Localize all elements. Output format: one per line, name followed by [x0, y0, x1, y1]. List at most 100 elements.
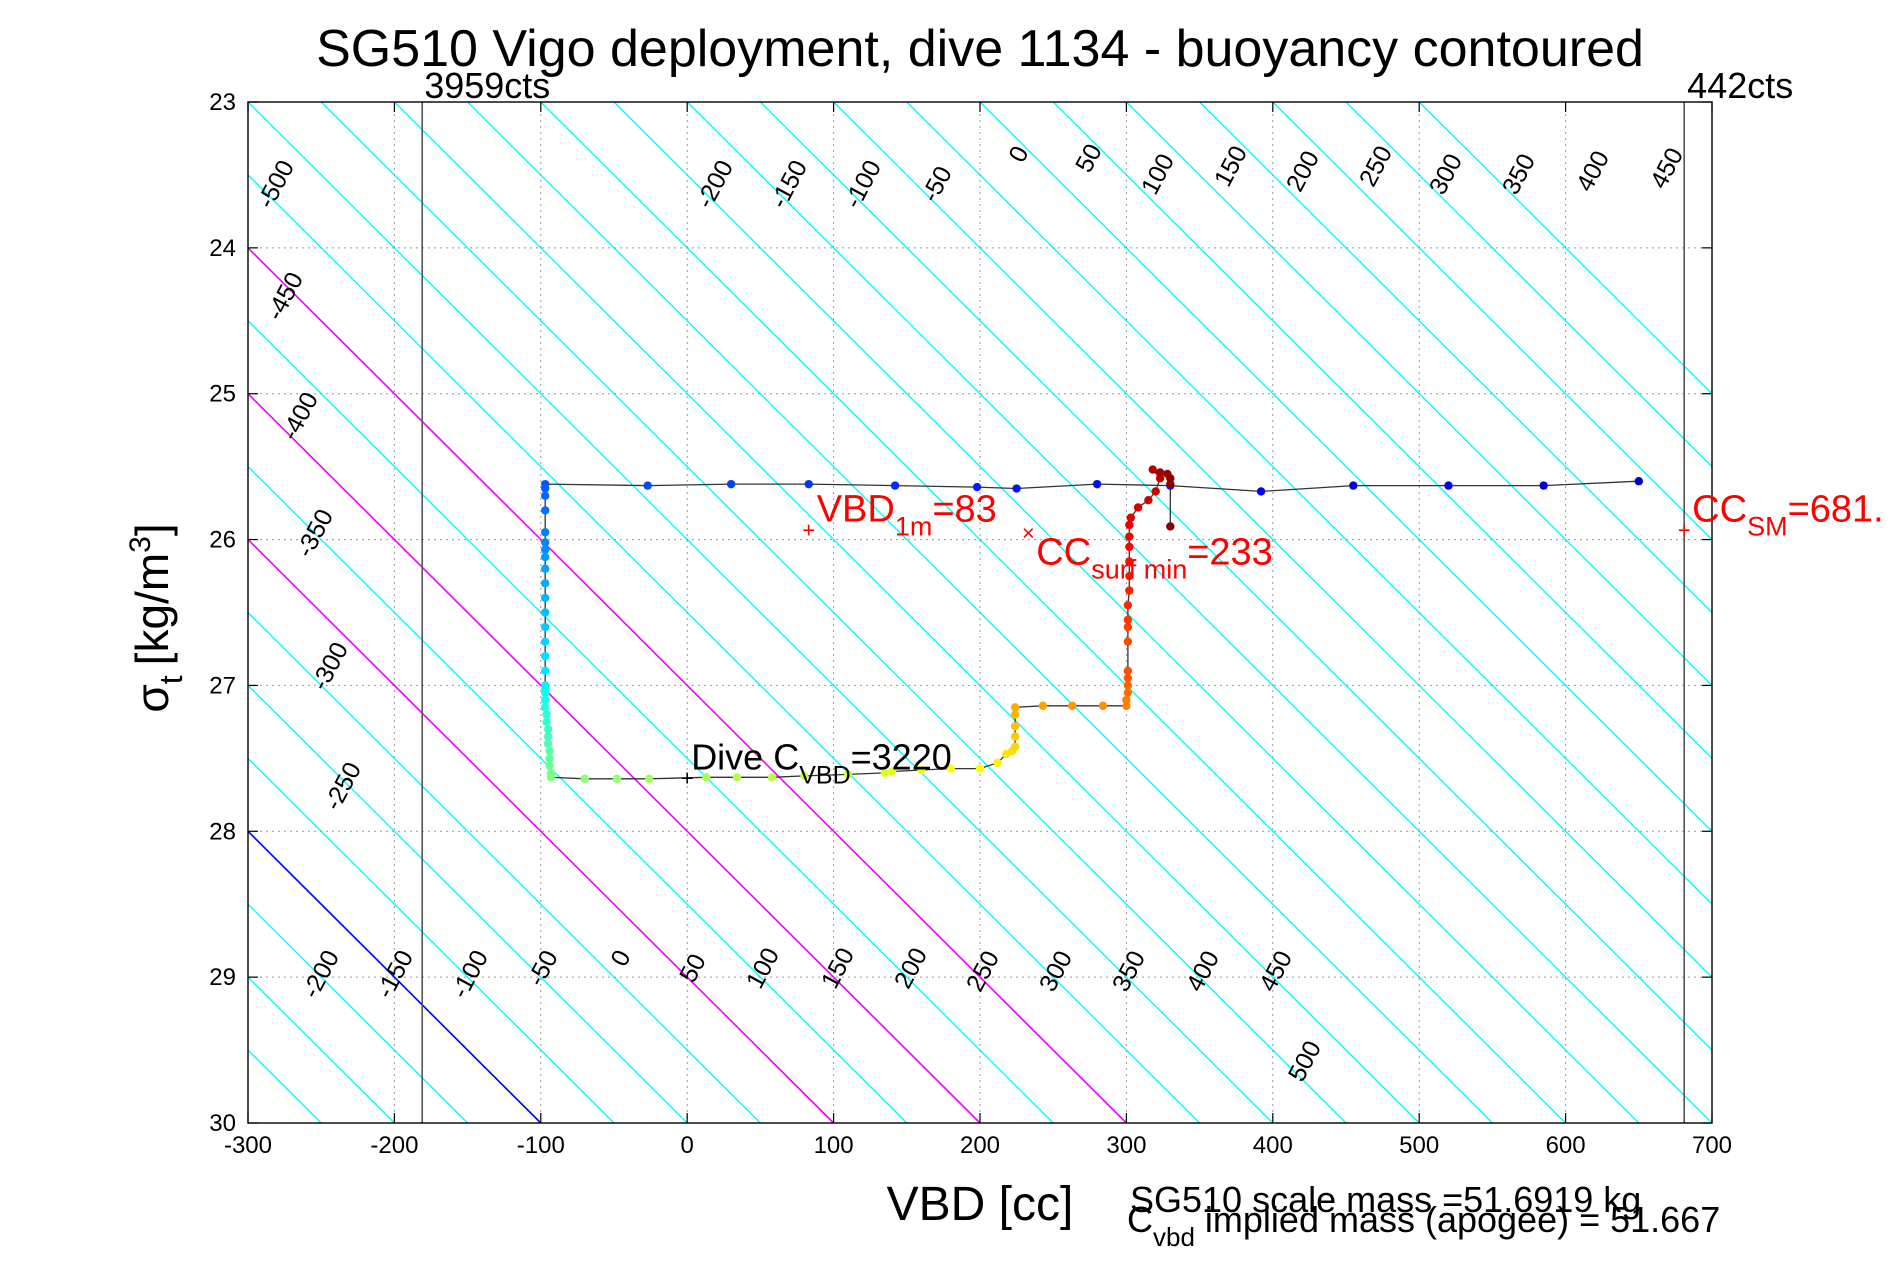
contour-label-top: 300 — [1424, 149, 1468, 199]
contour-label-bottom: 250 — [961, 946, 1005, 996]
dive-data-point — [540, 688, 550, 697]
buoyancy-contour-line — [247, 757, 615, 1124]
annotation-text: VBD1m=83 — [817, 488, 997, 541]
contour-label-bottom: 100 — [741, 943, 785, 993]
dive-data-point — [1122, 695, 1131, 705]
contour-label-top: -100 — [839, 156, 887, 213]
implied-mass-c: C — [1127, 1199, 1153, 1240]
dive-data-point — [540, 564, 550, 573]
x-tick-label: -200 — [370, 1132, 418, 1159]
x-tick-label: 400 — [1253, 1132, 1293, 1159]
contour-label-top: 400 — [1571, 146, 1615, 196]
dive-data-point — [543, 739, 553, 748]
dive-data-point — [545, 761, 554, 770]
dive-data-point — [975, 764, 985, 773]
dive-data-point — [1123, 637, 1133, 646]
dive-data-point — [702, 773, 711, 782]
dive-data-point — [1010, 710, 1020, 719]
annotation-marker: + — [802, 517, 815, 542]
contour-label-left: -250 — [319, 758, 367, 815]
dive-data-point — [1010, 703, 1020, 712]
dive-data-point — [1634, 477, 1644, 486]
implied-mass-sub: vbd — [1153, 1222, 1195, 1252]
dive-data-point — [546, 773, 556, 782]
x-tick-label: 700 — [1692, 1132, 1732, 1159]
magenta-reference-line — [247, 539, 835, 1124]
implied-mass-note: Cvbd implied mass (apogee) = 51.667 — [1127, 1199, 1720, 1252]
dive-data-point — [540, 666, 550, 676]
buoyancy-contour-line — [247, 101, 1274, 1124]
dive-data-point — [1126, 513, 1135, 522]
y-tick-label: 27 — [209, 672, 236, 699]
dive-data-point — [1125, 557, 1134, 566]
dive-data-point — [543, 732, 553, 741]
annotations: + VBD1m=83× CCsurf min=233+ CCSM=681.+Dive … — [681, 488, 1884, 790]
y-axis-label-close: ] — [126, 523, 178, 536]
dive-data-point — [972, 482, 982, 492]
dive-data-point — [1539, 481, 1548, 490]
dive-data-point — [1098, 701, 1108, 711]
dive-data-point — [844, 770, 853, 779]
contour-label-top: 50 — [1070, 139, 1108, 177]
y-tick-label: 29 — [209, 964, 236, 991]
x-tick-label: 200 — [960, 1132, 1000, 1159]
annotation-subscript: SM — [1747, 511, 1788, 541]
contour-label-bottom: 0 — [605, 946, 636, 971]
x-tick-label: 600 — [1546, 1132, 1586, 1159]
dive-data-point — [540, 652, 550, 661]
dive-data-point — [1123, 601, 1133, 610]
chart-title: SG510 Vigo deployment, dive 1134 - buoya… — [316, 20, 1644, 78]
dive-data-point — [542, 717, 551, 727]
buoyancy-contour-line — [540, 101, 1567, 1124]
buoyancy-contour-line — [247, 174, 1201, 1124]
annotation-marker: + — [681, 765, 694, 790]
dive-data-point — [1144, 495, 1153, 505]
buoyancy-contour-line — [247, 684, 688, 1124]
contour-label-top: 0 — [1003, 142, 1034, 167]
dive-data-point — [1155, 468, 1165, 477]
contour-label-top: -150 — [765, 156, 813, 213]
dive-data-point — [543, 724, 553, 734]
y-axis-label-sub: t — [153, 675, 189, 684]
vbd-limit-label: 442cts — [1687, 65, 1793, 106]
annotation-main: CC — [1692, 488, 1747, 530]
buoyancy-contour-line — [686, 101, 1713, 1124]
dive-data-point — [1123, 681, 1133, 690]
zero-buoyancy-line — [247, 830, 542, 1124]
x-tick-label: 0 — [681, 1132, 694, 1159]
contour-label-top: 450 — [1645, 143, 1689, 193]
dive-data-point — [1010, 742, 1020, 751]
contour-label-bottom: -100 — [446, 946, 494, 1003]
y-tick-label: 25 — [209, 381, 236, 408]
annotation-value: =3220 — [851, 736, 952, 777]
annotation-value: =681. — [1788, 488, 1884, 530]
contour-label-left: -350 — [291, 505, 339, 562]
annotation-subscript: 1m — [895, 511, 933, 541]
dive-data-point — [1133, 503, 1143, 512]
buoyancy-contour-line — [759, 101, 1713, 1051]
dive-data-point — [540, 593, 550, 603]
dive-data-point — [545, 754, 554, 763]
buoyancy-contour-line — [247, 320, 1054, 1124]
dive-data-point — [545, 746, 554, 756]
vbd-limit-label: 3959cts — [424, 65, 550, 106]
dive-data-point — [1151, 487, 1160, 496]
dive-data-point — [1010, 732, 1020, 741]
y-axis-label: σt [kg/m3] — [124, 523, 189, 712]
annotation-text: Dive CVBD=3220 — [691, 736, 952, 789]
dive-data-point — [540, 637, 550, 646]
contour-label-top: 250 — [1354, 141, 1398, 191]
dive-data-point — [1125, 542, 1134, 552]
magenta-reference-line — [247, 247, 1127, 1124]
annotation-subscript: surf min — [1091, 554, 1187, 584]
dive-data-point — [917, 765, 926, 775]
dive-data-point — [612, 774, 622, 783]
dive-data-point — [946, 764, 955, 773]
buoyancy-contour-line — [247, 976, 395, 1124]
contour-label-left: -400 — [276, 388, 324, 445]
dive-data-point — [540, 703, 550, 712]
dive-data-point — [1123, 666, 1133, 676]
dive-data-point — [1125, 586, 1134, 595]
dive-data-point — [540, 491, 550, 501]
dive-data-point — [540, 552, 550, 562]
